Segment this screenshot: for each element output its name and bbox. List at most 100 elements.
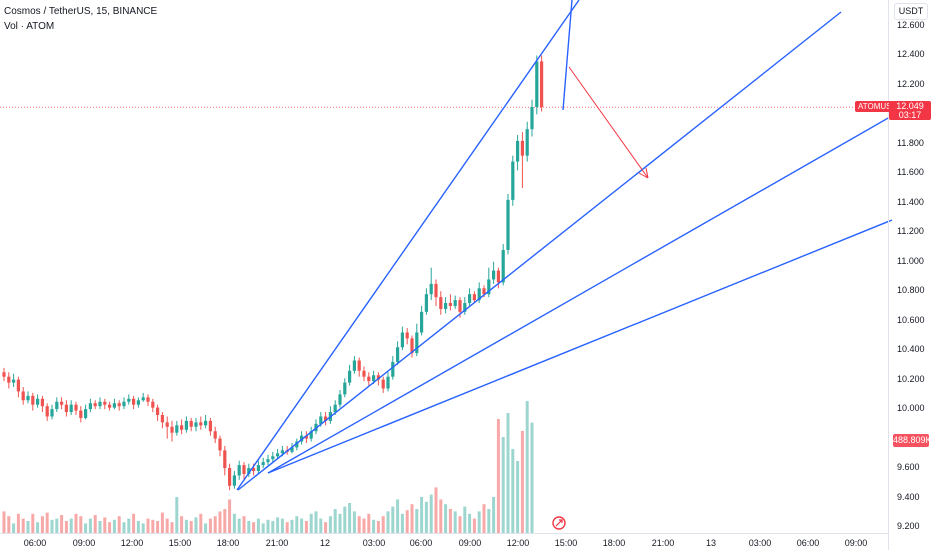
candle — [540, 61, 544, 108]
volume-bar — [2, 511, 6, 533]
price-tick-label: 9.200 — [897, 521, 920, 531]
volume-bar — [415, 509, 419, 533]
candle — [343, 382, 347, 395]
arrow-shaft — [568, 66, 649, 179]
trendline — [267, 219, 893, 474]
candle — [386, 376, 390, 389]
volume-bar — [189, 521, 193, 533]
candle — [338, 394, 342, 405]
candle — [208, 420, 212, 432]
volume-bar — [472, 518, 476, 533]
last-price-badge: 12.049 03:17 — [889, 101, 931, 120]
volume-bar — [232, 513, 236, 533]
candle — [372, 375, 376, 382]
currency-selector[interactable]: USDT — [894, 3, 928, 20]
volume-bar — [333, 509, 337, 533]
volume-bar — [458, 516, 462, 533]
price-tick-label: 11.600 — [897, 167, 924, 178]
volume-bar — [324, 522, 328, 533]
volume-bar — [434, 487, 438, 533]
volume-bar — [204, 523, 208, 533]
symbol-price-label: ATOMUSDT — [855, 101, 906, 112]
price-tick-label: 9.400 — [897, 491, 920, 502]
volume-bar — [103, 517, 107, 533]
candle — [280, 450, 284, 454]
volume-bar — [420, 497, 424, 533]
candle — [156, 407, 160, 416]
volume-bar — [439, 499, 443, 533]
replay-icon[interactable] — [552, 516, 566, 530]
volume-bar — [376, 521, 380, 533]
volume-bar — [300, 518, 304, 533]
volume-bar — [304, 521, 308, 533]
volume-bar — [175, 497, 179, 533]
volume-bar — [285, 522, 289, 533]
volume-bar — [156, 521, 160, 533]
volume-bar — [36, 522, 40, 533]
candle — [487, 279, 491, 295]
volume-bar — [132, 513, 136, 533]
volume-bar — [199, 513, 203, 533]
volume-bar — [468, 513, 472, 533]
volume-bar — [295, 516, 299, 533]
candle — [180, 425, 184, 430]
volume-bar — [228, 499, 232, 533]
volume-bars — [2, 401, 534, 533]
volume-bar — [381, 516, 385, 533]
volume-bar — [352, 511, 356, 533]
volume-bar — [429, 494, 433, 533]
time-tick-label: 12 — [319, 538, 331, 548]
volume-bar — [21, 518, 25, 533]
volume-bar — [136, 521, 140, 533]
volume-bar — [256, 518, 260, 533]
volume-bar — [410, 504, 414, 533]
candle — [520, 140, 524, 156]
candle — [237, 465, 241, 476]
candle — [516, 140, 520, 162]
candle — [261, 462, 265, 466]
candle — [530, 107, 534, 130]
volume-bar — [84, 523, 88, 533]
time-tick-label: 09:00 — [72, 538, 96, 548]
candle — [271, 456, 275, 460]
candle — [170, 426, 174, 433]
candle — [213, 431, 217, 439]
candle — [396, 347, 400, 362]
candle — [50, 409, 54, 417]
candle — [74, 404, 78, 411]
time-tick-label: 18:00 — [216, 538, 240, 548]
volume-bar — [261, 523, 265, 533]
price-axis-divider — [888, 0, 889, 550]
candle — [453, 300, 457, 306]
volume-bar — [386, 511, 390, 533]
trendlines[interactable] — [236, 0, 893, 491]
candle — [69, 404, 73, 413]
price-tick-label: 11.200 — [897, 226, 924, 237]
candle — [79, 410, 83, 418]
trendline — [236, 0, 580, 491]
volume-indicator-label[interactable]: Vol · ATOM — [4, 21, 55, 32]
price-tick-label: 10.000 — [897, 403, 925, 414]
volume-bar — [400, 513, 404, 533]
candle — [535, 61, 539, 108]
arrow-drawing[interactable] — [568, 66, 649, 179]
candle — [117, 403, 121, 407]
arrow-head — [638, 167, 649, 179]
time-tick-label: 12:00 — [120, 538, 144, 548]
symbol-title[interactable]: Cosmos / TetherUS, 15, BINANCE — [4, 6, 158, 17]
candle — [184, 420, 188, 430]
candle — [7, 376, 11, 383]
volume-bar — [391, 506, 395, 533]
candle — [472, 294, 476, 301]
volume-bar — [127, 518, 131, 533]
volume-bar — [362, 518, 366, 533]
price-tick-label: 12.400 — [897, 49, 925, 60]
candle — [448, 303, 452, 306]
time-tick-label: 03:00 — [362, 538, 386, 548]
candle — [232, 475, 236, 486]
candle — [108, 404, 112, 408]
candle — [45, 406, 49, 417]
volume-bar — [501, 437, 505, 533]
time-tick-label: 09:00 — [844, 538, 868, 548]
